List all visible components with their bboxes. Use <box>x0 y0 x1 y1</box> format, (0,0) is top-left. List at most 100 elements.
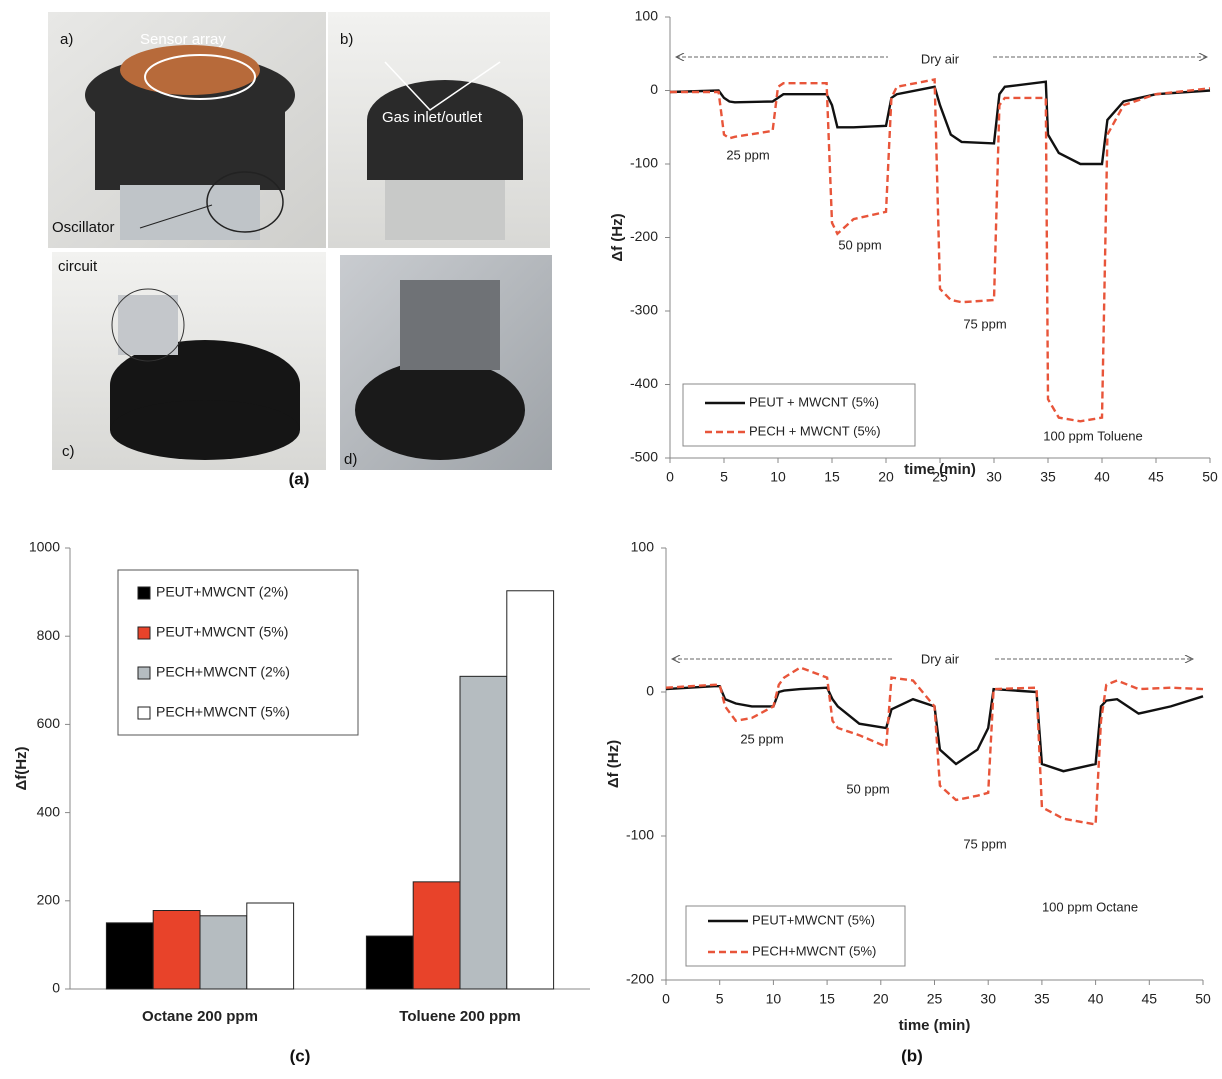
annotation: Dry air <box>921 51 960 66</box>
photo-shape <box>367 120 523 180</box>
y-axis-label: Δf(Hz) <box>13 746 30 790</box>
legend-label: PEUT+MWCNT (5%) <box>752 912 875 927</box>
x-tick-label: Octane 200 ppm <box>142 1008 258 1025</box>
legend-box <box>685 905 906 967</box>
x-tick-label: 20 <box>873 991 889 1007</box>
y-tick-label: 100 <box>631 539 655 555</box>
annotation: Dry air <box>921 651 960 666</box>
legend-label: PECH+MWCNT (5%) <box>156 704 290 720</box>
panel-label: (b) <box>901 1046 923 1065</box>
x-tick-label: Toluene 200 ppm <box>399 1008 520 1025</box>
bar <box>105 922 154 990</box>
x-tick-label: 15 <box>824 469 840 485</box>
legend-box <box>117 569 359 736</box>
y-tick-label: -200 <box>626 971 654 987</box>
x-axis-label: time (min) <box>899 1017 971 1034</box>
photo-shape <box>118 295 178 355</box>
photo-shape <box>110 400 300 460</box>
annotation: 50 ppm <box>846 781 889 796</box>
legend-label: PECH+MWCNT (2%) <box>156 664 290 680</box>
photo-shape <box>111 288 185 362</box>
x-tick-label: 0 <box>662 991 670 1007</box>
legend-label: PEUT + MWCNT (5%) <box>749 394 879 409</box>
photo-shape <box>355 360 525 460</box>
annotation: 100 ppm Toluene <box>1043 428 1143 443</box>
photo-label: c) <box>62 443 75 460</box>
series-line <box>665 685 1204 773</box>
x-tick-label: 40 <box>1088 991 1104 1007</box>
y-tick-label: 0 <box>650 81 658 97</box>
x-tick-label: 50 <box>1195 991 1211 1007</box>
y-tick-label: -100 <box>630 155 658 171</box>
photo-shape <box>400 280 500 370</box>
y-tick-label: 400 <box>37 803 61 819</box>
photo-shape <box>144 54 256 100</box>
x-tick-label: 40 <box>1094 469 1110 485</box>
photo-label: Oscillator <box>52 219 115 236</box>
y-tick-label: 100 <box>635 8 659 24</box>
series-line <box>669 80 1211 166</box>
annotation: 75 ppm <box>963 836 1006 851</box>
x-tick-label: 5 <box>720 469 728 485</box>
annotation: 25 ppm <box>740 731 783 746</box>
bar <box>246 902 295 990</box>
x-tick-label: 5 <box>716 991 724 1007</box>
y-tick-label: -300 <box>630 302 658 318</box>
bar <box>199 915 248 990</box>
y-tick-label: -100 <box>626 827 654 843</box>
x-tick-label: 25 <box>932 469 948 485</box>
photo-panel: a) Sensor array Oscillator b) Gas inlet/… <box>48 12 552 470</box>
y-tick-label: 800 <box>37 627 61 643</box>
legend-box <box>682 383 916 447</box>
photo-shape <box>139 204 213 229</box>
x-axis-label: time (min) <box>904 461 976 478</box>
x-tick-label: 0 <box>666 469 674 485</box>
photo-shape <box>385 180 505 240</box>
x-tick-label: 10 <box>770 469 786 485</box>
legend-label: PECH+MWCNT (5%) <box>752 943 876 958</box>
x-tick-label: 25 <box>927 991 943 1007</box>
legend-label: PEUT+MWCNT (5%) <box>156 624 288 640</box>
legend-swatch <box>137 666 151 680</box>
x-tick-label: 15 <box>819 991 835 1007</box>
y-tick-label: 200 <box>37 892 61 908</box>
bar <box>412 881 461 990</box>
legend-swatch <box>137 626 151 640</box>
panel-label: (a) <box>289 469 310 488</box>
photo-shape <box>384 61 501 111</box>
y-tick-label: 0 <box>646 683 654 699</box>
y-axis-label: Δf (Hz) <box>609 213 626 261</box>
bar <box>506 590 555 990</box>
legend-label: PECH + MWCNT (5%) <box>749 423 881 438</box>
x-tick-label: 45 <box>1148 469 1164 485</box>
x-tick-label: 30 <box>986 469 1002 485</box>
y-tick-label: -500 <box>630 449 658 465</box>
legend-swatch <box>137 586 151 600</box>
y-tick-label: 1000 <box>29 539 60 555</box>
x-tick-label: 35 <box>1034 991 1050 1007</box>
photo-shape <box>120 45 260 95</box>
x-tick-label: 45 <box>1142 991 1158 1007</box>
photo-label: d) <box>344 451 357 468</box>
photo-shape <box>206 171 284 233</box>
annotation: 25 ppm <box>726 147 769 162</box>
y-axis-label: Δf (Hz) <box>605 740 622 788</box>
x-tick-label: 35 <box>1040 469 1056 485</box>
legend-label: PEUT+MWCNT (2%) <box>156 584 288 600</box>
x-tick-label: 50 <box>1202 469 1218 485</box>
x-tick-label: 30 <box>980 991 996 1007</box>
photo-label: circuit <box>58 258 98 275</box>
annotation: 50 ppm <box>838 237 881 252</box>
bar <box>152 910 201 990</box>
photo-label: Gas inlet/outlet <box>382 109 483 126</box>
y-tick-label: -200 <box>630 228 658 244</box>
x-tick-label: 10 <box>766 991 782 1007</box>
annotation: 100 ppm Octane <box>1042 899 1138 914</box>
photo-shape <box>95 100 285 190</box>
x-tick-label: 20 <box>878 469 894 485</box>
series-line <box>665 666 1204 826</box>
legend-swatch <box>137 706 151 720</box>
y-tick-label: -400 <box>630 375 658 391</box>
photo-label: Sensor array <box>140 31 226 48</box>
